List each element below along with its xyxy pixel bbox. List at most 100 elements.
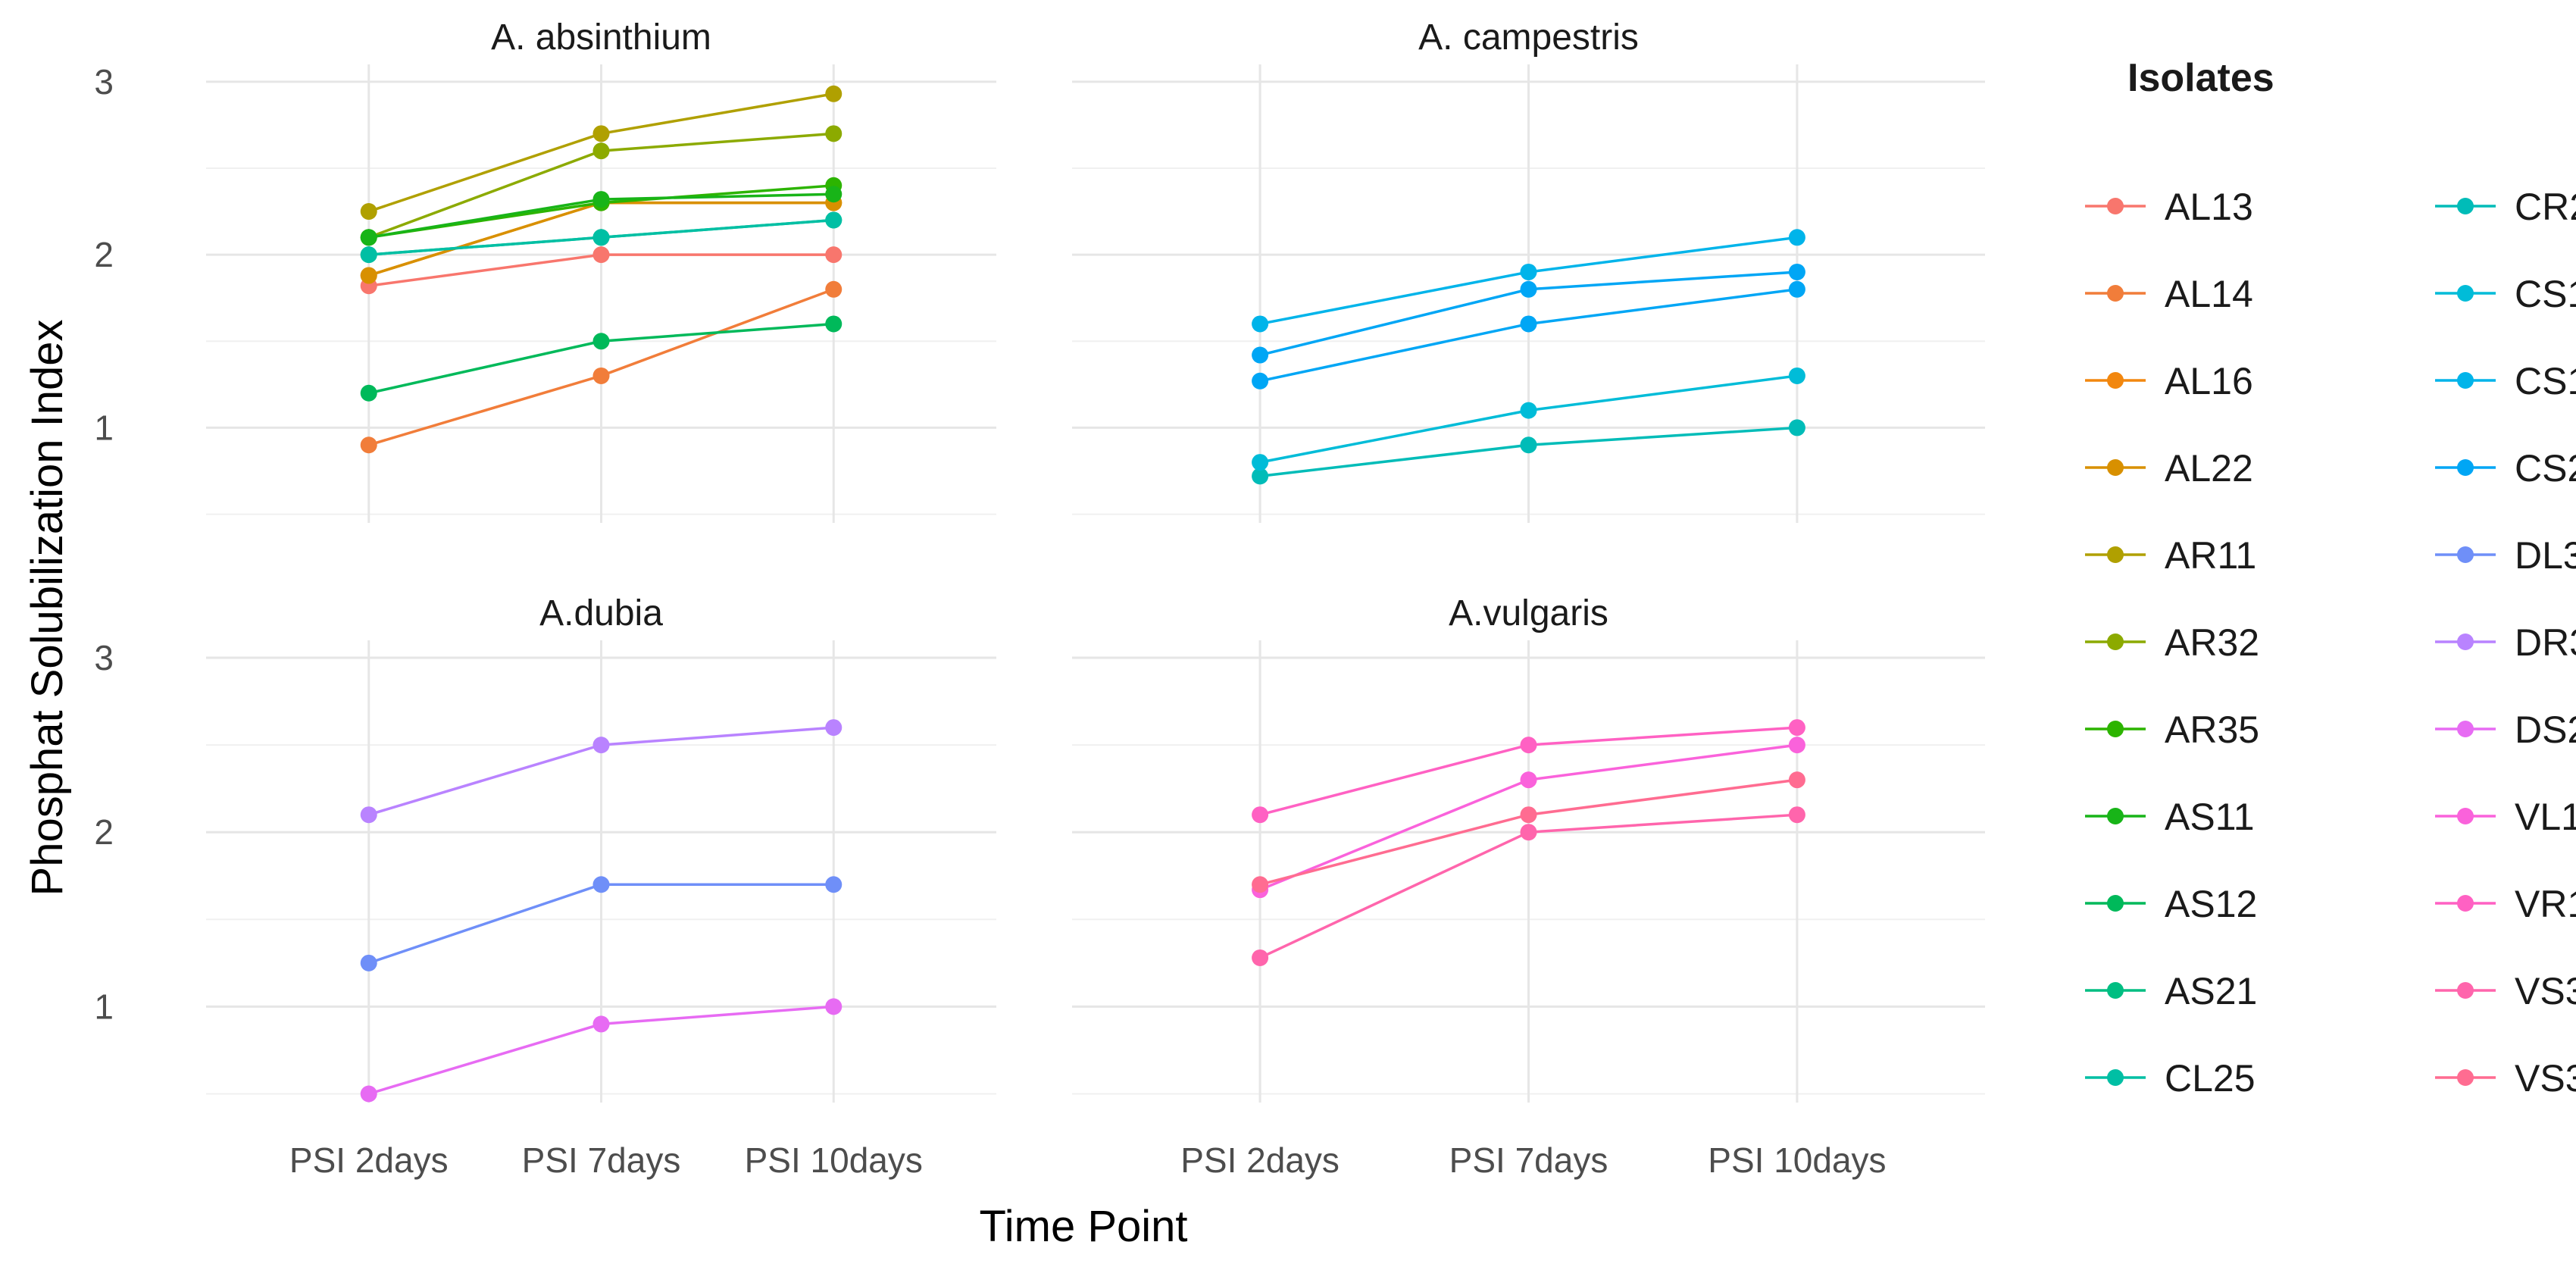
legend-item-AR11: AR11 (2085, 534, 2256, 577)
legend-key-point (2457, 459, 2474, 476)
legend-key-point (2457, 895, 2474, 912)
legend-key-point (2457, 982, 2474, 999)
legend-key-point (2107, 198, 2124, 214)
x-tick-label: PSI 10days (1708, 1140, 1886, 1180)
legend-label: CS13 (2515, 360, 2576, 402)
legend-label: CR25 (2515, 186, 2576, 228)
data-point-AR11 (825, 85, 843, 102)
data-point-CS13 (1520, 263, 1537, 280)
legend-item-AL16: AL16 (2085, 360, 2253, 402)
data-point-DS24 (825, 998, 843, 1015)
data-point-AS11 (360, 229, 377, 246)
data-point-CS11 (1252, 454, 1269, 471)
legend-label: CS23 (2515, 447, 2576, 490)
legend-label: AL13 (2165, 186, 2253, 228)
data-point-VL13 (1520, 771, 1537, 789)
panel-title: A.vulgaris (1449, 593, 1608, 634)
y-tick-label: 2 (94, 235, 114, 274)
data-point-DL35 (592, 876, 610, 893)
legend-key-point (2107, 285, 2124, 302)
legend-label: DS24 (2515, 709, 2576, 751)
data-point-VS31 (1252, 949, 1269, 966)
x-tick-label: PSI 10days (745, 1140, 923, 1180)
panel-2: A. campestris (1072, 17, 1985, 523)
data-point-VS31 (1788, 806, 1805, 824)
legend-key-point (2107, 634, 2124, 650)
legend-title: Isolates (2127, 56, 2274, 100)
legend-item-AL13: AL13 (2085, 186, 2253, 228)
legend-label: VL13 (2515, 796, 2576, 838)
data-point-CS23 (1788, 263, 1805, 280)
data-point-CS11 (1520, 402, 1537, 419)
legend-item-AR35: AR35 (2085, 709, 2259, 751)
data-point-VS32 (1252, 876, 1269, 893)
data-point-CL25 (592, 229, 610, 246)
data-point-CS23 (1788, 280, 1805, 298)
legend-item-VL13: VL13 (2435, 796, 2576, 838)
legend-label: VR11 (2515, 883, 2576, 925)
data-point-VR11 (1252, 806, 1269, 824)
legend-item-VS31: VS31 (2435, 970, 2576, 1012)
legend-item-AS21: AS21 (2085, 970, 2257, 1012)
data-point-CS11 (1788, 367, 1805, 384)
data-point-CS23 (1520, 315, 1537, 333)
legend-key-point (2107, 982, 2124, 999)
data-point-DR31 (825, 719, 843, 737)
legend-label: AS21 (2165, 970, 2257, 1012)
legend-key-point (2107, 1069, 2124, 1086)
data-point-CS23 (1252, 372, 1269, 389)
data-point-AR11 (360, 203, 377, 221)
legend-item-DR31: DR31 (2435, 621, 2576, 664)
legend-key-point (2457, 546, 2474, 563)
data-point-CL25 (825, 211, 843, 229)
legend-item-AS12: AS12 (2085, 883, 2257, 925)
data-point-DS24 (360, 1085, 377, 1103)
legend-label: AR11 (2165, 534, 2256, 577)
legend-key-point (2107, 808, 2124, 824)
data-point-VS32 (1520, 806, 1537, 824)
data-point-AS12 (360, 384, 377, 402)
data-point-DS24 (592, 1015, 610, 1033)
legend-item-CL25: CL25 (2085, 1057, 2256, 1100)
data-point-CS23 (1520, 280, 1537, 298)
data-point-VL13 (1788, 737, 1805, 754)
legend-label: AR32 (2165, 621, 2259, 664)
data-point-VR11 (1520, 737, 1537, 754)
data-point-DR31 (592, 737, 610, 754)
y-axis-title: Phosphat Solubilization Index (23, 320, 72, 896)
legend-item-CR25: CR25 (2435, 186, 2576, 228)
data-point-AL22 (360, 267, 377, 284)
legend-item-CS13: CS13 (2435, 360, 2576, 402)
data-point-AR11 (592, 125, 610, 142)
legend-item-VR11: VR11 (2435, 883, 2576, 925)
legend-key-point (2457, 721, 2474, 737)
legend-key-point (2457, 198, 2474, 214)
data-point-DR31 (360, 806, 377, 824)
x-tick-label: PSI 2days (289, 1140, 449, 1180)
legend-label: AL16 (2165, 360, 2253, 402)
legend-item-AR32: AR32 (2085, 621, 2259, 664)
data-point-AL14 (592, 367, 610, 384)
panel-4: PSI 2days PSI 7days PSI 10days A.vulgaris (1072, 593, 1985, 1180)
x-tick-label: PSI 7days (1449, 1140, 1608, 1180)
legend-label: AS12 (2165, 883, 2257, 925)
y-tick-label: 1 (94, 408, 114, 447)
legend-item-DL35: DL35 (2435, 534, 2576, 577)
legend-key-point (2107, 546, 2124, 563)
legend-item-AL14: AL14 (2085, 273, 2253, 315)
legend-label: DL35 (2515, 534, 2576, 577)
data-point-AS11 (592, 191, 610, 208)
data-point-CS23 (1252, 346, 1269, 364)
y-tick-label: 3 (94, 638, 114, 677)
data-point-CR25 (1788, 419, 1805, 436)
legend: AL13 AL14 AL16 AL22 AR11 AR32 AR35 AS11 AS12 AS21… (2085, 186, 2576, 1100)
legend-label: AS11 (2165, 796, 2255, 838)
panel-title: A. campestris (1418, 17, 1639, 58)
data-point-CR25 (1520, 436, 1537, 454)
legend-item-VS32: VS32 (2435, 1057, 2576, 1100)
legend-label: DR31 (2515, 621, 2576, 664)
x-axis-title: Time Point (979, 1202, 1187, 1251)
panel-title: A.dubia (539, 593, 663, 634)
legend-item-AS11: AS11 (2085, 796, 2255, 838)
